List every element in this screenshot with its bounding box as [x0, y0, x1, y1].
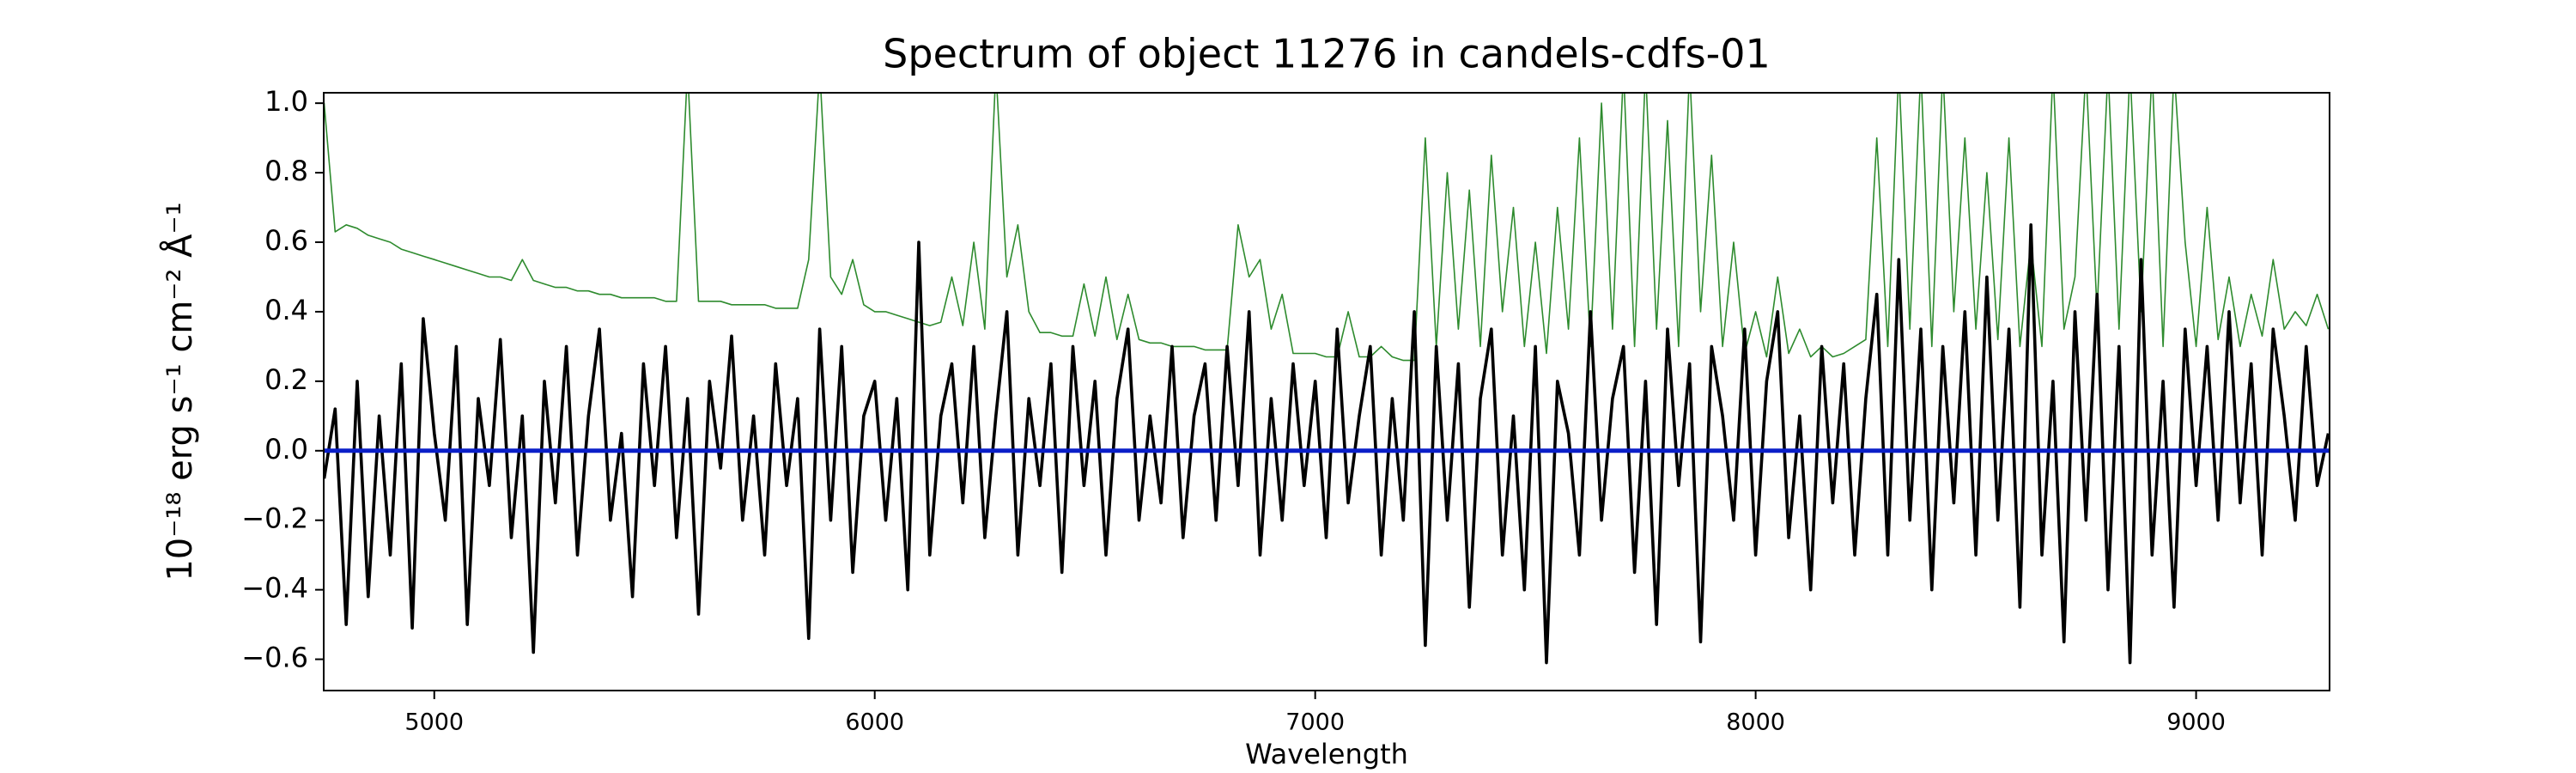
x-tick-label: 9000 — [2166, 709, 2226, 736]
plot-frame — [323, 92, 2330, 691]
plot-area — [324, 93, 2330, 665]
y-tick-label: 1.0 — [264, 85, 308, 118]
y-tick-label: 0.2 — [264, 363, 308, 396]
y-tick-label: −0.2 — [241, 502, 308, 535]
spectrum-line — [324, 223, 2330, 665]
x-tick-label: 5000 — [404, 709, 464, 736]
y-tick-label: 0.0 — [264, 433, 308, 466]
y-tick-label: −0.4 — [241, 572, 308, 605]
spectrum-line — [324, 93, 2330, 362]
x-tick-label: 8000 — [1726, 709, 1785, 736]
chart-title: Spectrum of object 11276 in candels-cdfs… — [883, 31, 1771, 77]
y-tick-label: 0.6 — [264, 224, 308, 257]
x-tick-label: 7000 — [1285, 709, 1345, 736]
y-tick-label: 0.8 — [264, 155, 308, 187]
y-axis-label: 10⁻¹⁸ erg s⁻¹ cm⁻² Å⁻¹ — [159, 202, 200, 581]
y-tick-label: −0.6 — [241, 642, 308, 674]
y-tick-label: 0.4 — [264, 294, 308, 326]
x-axis-label: Wavelength — [1245, 738, 1408, 770]
x-tick-label: 6000 — [845, 709, 904, 736]
